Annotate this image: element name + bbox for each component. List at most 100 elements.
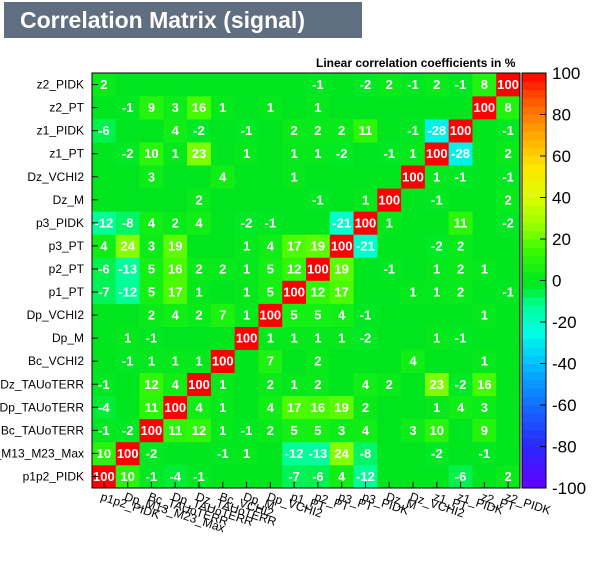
heatmap-cell-0-6 <box>234 464 259 489</box>
heatmap-cell-labels: 100 10 -1 -4 -1 -7 -6 4 -12 -6 210 100 -2 -1 1 -12 -13 24… <box>93 77 519 484</box>
cell-value-12-17: 2 <box>504 192 511 207</box>
cell-value-5-1: -1 <box>122 354 134 369</box>
heatmap-cell-10-4 <box>187 234 212 258</box>
cell-value-14-9: 1 <box>314 146 321 161</box>
heatmap-cell-15-14 <box>424 119 449 143</box>
heatmap-cell-7-6 <box>234 303 259 327</box>
cell-value-2-16: 9 <box>481 423 488 438</box>
heatmap-cell-17-13 <box>401 73 426 97</box>
cell-value-11-2: 4 <box>148 215 156 230</box>
cell-value-6-8: 1 <box>290 331 297 346</box>
colorbar-segment <box>522 73 546 82</box>
heatmap-cell-0-7 <box>258 464 283 489</box>
heatmap-cell-6-4 <box>187 326 212 350</box>
colorbar-segment <box>522 255 546 265</box>
heatmap-cell-16-1 <box>115 96 140 120</box>
cell-value-8-0: -7 <box>98 285 110 300</box>
cell-value-0-9: -6 <box>312 469 324 484</box>
heatmap-cell-10-16 <box>472 234 497 258</box>
heatmap-cell-8-4 <box>187 280 212 304</box>
cell-value-8-6: 1 <box>243 285 250 300</box>
heatmap-cell-16-15 <box>448 96 473 120</box>
cell-value-17-15: -1 <box>455 77 467 92</box>
heatmap-cell-11-16 <box>472 211 497 235</box>
cell-value-2-4: 12 <box>192 423 206 438</box>
cell-value-6-2: -1 <box>146 331 158 346</box>
heatmap-cell-12-7 <box>258 188 283 212</box>
heatmap-cell-6-12 <box>377 326 402 350</box>
cell-value-11-11: 100 <box>355 215 377 230</box>
heatmap-cell-7-0 <box>92 303 117 327</box>
cell-value-16-1: -1 <box>122 100 134 115</box>
heatmap-cell-8-5 <box>210 280 235 304</box>
heatmap-cell-0-11 <box>353 464 378 489</box>
colorbar-segment <box>522 156 546 165</box>
cell-value-4-11: 4 <box>362 377 370 392</box>
heatmap-cell-9-9 <box>306 257 331 281</box>
heatmap-cell-6-7 <box>258 326 283 350</box>
heatmap-cell-2-9 <box>306 418 331 443</box>
colorbar-segment <box>522 189 546 198</box>
colorbar-segment <box>522 131 546 140</box>
heatmap-cell-15-0 <box>92 119 117 143</box>
heatmap-cell-7-1 <box>115 303 140 327</box>
heatmap-cell-14-11 <box>353 142 378 166</box>
cell-value-8-13: 1 <box>409 285 416 300</box>
cell-value-3-15: 4 <box>457 400 465 415</box>
heatmap-cell-4-1 <box>115 372 140 397</box>
heatmap-cell-4-15 <box>448 372 473 397</box>
cell-value-17-9: -1 <box>312 77 324 92</box>
heatmap-cell-14-15 <box>448 142 473 166</box>
cell-value-9-15: 2 <box>457 261 464 276</box>
heatmap-cell-9-3 <box>163 257 188 281</box>
cell-value-11-4: 4 <box>195 215 203 230</box>
heatmap-cell-1-1 <box>115 441 140 466</box>
colorbar-segment <box>522 413 546 422</box>
cell-value-13-8: 1 <box>290 169 297 184</box>
heatmap-cell-2-4 <box>187 418 212 443</box>
heatmap-cell-11-11 <box>353 211 378 235</box>
heatmap-cell-5-12 <box>377 349 402 374</box>
heatmap-cell-10-6 <box>234 234 259 258</box>
cell-value-10-2: 3 <box>148 238 155 253</box>
cell-value-15-13: -1 <box>407 123 419 138</box>
heatmap-cell-10-1 <box>115 234 140 258</box>
heatmap-cell-4-14 <box>424 372 449 397</box>
cell-value-9-9: 100 <box>307 261 329 276</box>
heatmap-cell-6-2 <box>139 326 164 350</box>
heatmap-cell-3-3 <box>163 395 188 420</box>
heatmap-cell-6-1 <box>115 326 140 350</box>
heatmap-cell-13-5 <box>210 165 235 189</box>
heatmap-cell-5-15 <box>448 349 473 374</box>
cell-value-14-1: -2 <box>122 146 134 161</box>
cell-value-7-2: 2 <box>148 308 155 323</box>
heatmap-cell-3-8 <box>282 395 307 420</box>
heatmap-cell-2-2 <box>139 418 164 443</box>
heatmap-cell-4-7 <box>258 372 283 397</box>
heatmap-cell-16-2 <box>139 96 164 120</box>
cell-value-8-4: 1 <box>195 285 202 300</box>
colorbar-segment <box>522 89 546 99</box>
cell-value-2-7: 2 <box>267 423 274 438</box>
heatmap-cell-11-10 <box>329 211 354 235</box>
heatmap-cell-12-10 <box>329 188 354 212</box>
cell-value-9-16: 1 <box>481 261 488 276</box>
colorbar-segment <box>522 446 546 456</box>
heatmap-cell-0-12 <box>377 464 402 489</box>
heatmap-cell-3-1 <box>115 395 140 420</box>
heatmap-cell-0-16 <box>472 464 497 489</box>
heatmap-cell-8-3 <box>163 280 188 304</box>
heatmap-cell-0-17 <box>496 464 521 489</box>
heatmap-cell-13-10 <box>329 165 354 189</box>
cell-value-0-0: 100 <box>93 469 115 484</box>
heatmap-cell-14-5 <box>210 142 235 166</box>
heatmap-cell-0-0 <box>92 464 117 489</box>
heatmap-cell-14-0 <box>92 142 117 166</box>
heatmap-cell-11-2 <box>139 211 164 235</box>
heatmap-cell-1-5 <box>210 441 235 466</box>
heatmap-cell-16-7 <box>258 96 283 120</box>
cell-value-10-0: 4 <box>100 238 108 253</box>
heatmap-cell-3-9 <box>306 395 331 420</box>
heatmap-cell-2-5 <box>210 418 235 443</box>
colorbar-segment <box>522 247 546 256</box>
